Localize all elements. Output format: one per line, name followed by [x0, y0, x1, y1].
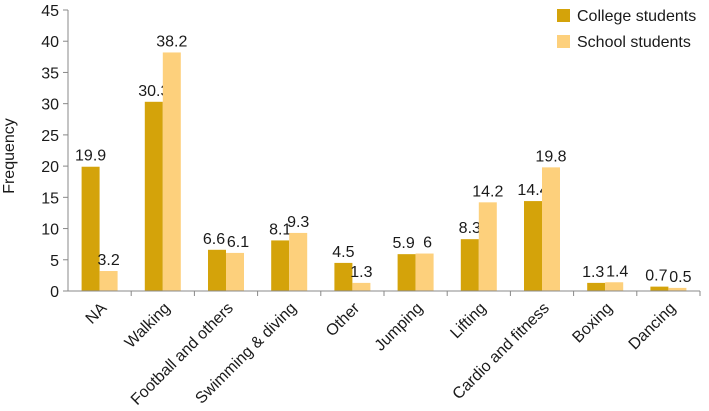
data-label: 1.3 [582, 264, 604, 281]
y-tick-label: 40 [41, 34, 59, 51]
x-category-label: Walking [122, 300, 174, 352]
data-label: 9.3 [287, 214, 309, 231]
bar-school [162, 52, 181, 292]
bar-school [415, 253, 434, 291]
data-label: 3.2 [97, 252, 119, 269]
data-label: 14.2 [472, 183, 503, 200]
bar-college [650, 286, 669, 291]
data-label: 30.3 [138, 83, 169, 100]
bar-school [289, 232, 308, 291]
bar-college [334, 262, 353, 291]
y-tick-label: 5 [50, 253, 59, 270]
y-tick-label: 20 [41, 159, 59, 176]
data-label: 19.8 [535, 148, 566, 165]
bar-college [81, 166, 100, 291]
legend: College students School students [557, 8, 696, 51]
y-tick-label: 30 [41, 97, 59, 114]
y-tick-label: 25 [41, 128, 59, 145]
y-axis: 0 5 10 15 20 25 30 35 40 45 [41, 3, 69, 301]
x-category-label: Jumping [372, 300, 427, 355]
bar-school [542, 167, 560, 291]
bar-college [587, 282, 606, 291]
y-tick-label: 15 [41, 190, 59, 207]
bar-school [478, 202, 497, 291]
y-tick-label: 35 [41, 65, 59, 82]
data-label: 19.9 [75, 148, 106, 165]
data-label: 1.3 [350, 264, 372, 281]
data-label: 1.4 [606, 263, 628, 280]
bar-college [208, 249, 226, 291]
bar-college [271, 240, 290, 291]
y-tick-label: 0 [50, 284, 59, 301]
bar-school [605, 282, 624, 291]
bar-school [226, 252, 244, 291]
data-label: 14.4 [517, 182, 548, 199]
legend-swatch [557, 9, 570, 22]
data-label: 4.5 [332, 244, 354, 261]
data-label: 6.1 [227, 234, 249, 251]
data-label: 6.6 [203, 231, 225, 248]
data-label: 5.9 [392, 235, 414, 252]
x-category-label: Dancing [626, 300, 680, 354]
x-category-label: Lifting [447, 300, 489, 342]
y-axis-title: Frequency [1, 118, 18, 194]
bar-school [99, 271, 118, 291]
data-label: 0.7 [645, 268, 667, 285]
data-label: 8.3 [459, 220, 481, 237]
bar-college [144, 101, 163, 291]
data-label: 38.2 [156, 33, 187, 50]
x-category-label: NA [83, 300, 111, 328]
bar-college [524, 201, 542, 291]
bar-college [397, 254, 416, 291]
legend-swatch [557, 35, 570, 48]
legend-label: School students [577, 34, 691, 51]
x-category-label: Boxing [569, 300, 616, 347]
bar-college [460, 239, 479, 291]
x-category-label: Other [323, 299, 364, 340]
legend-label: College students [577, 8, 696, 25]
y-tick-label: 45 [41, 3, 59, 20]
data-label: 0.5 [669, 269, 691, 286]
data-label: 8.1 [269, 221, 291, 238]
data-label: 6 [423, 235, 432, 252]
bar-school [668, 287, 687, 291]
bars: 19.9 3.2 30.3 38.2 6.6 6.1 8.19.3 4.5 1.3 5.9 6 8.3… [75, 33, 692, 292]
y-tick-label: 10 [41, 222, 59, 239]
bar-school [352, 282, 371, 291]
